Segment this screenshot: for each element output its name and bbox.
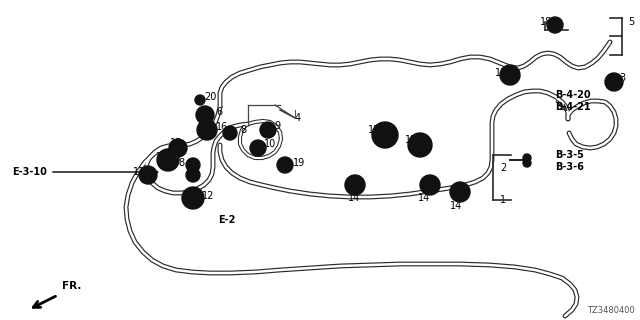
Circle shape: [450, 182, 470, 202]
Text: 2: 2: [500, 163, 506, 173]
Text: 10: 10: [264, 139, 276, 149]
Text: 8: 8: [178, 158, 184, 168]
Text: 18: 18: [540, 17, 552, 27]
Text: 16: 16: [216, 122, 228, 132]
Text: 5: 5: [628, 17, 634, 27]
Text: 14: 14: [348, 193, 360, 203]
Circle shape: [223, 126, 237, 140]
Text: 1: 1: [500, 195, 506, 205]
Circle shape: [523, 159, 531, 167]
Circle shape: [186, 168, 200, 182]
Circle shape: [169, 139, 187, 157]
Text: 15: 15: [368, 125, 380, 135]
Text: B-3-5: B-3-5: [555, 150, 584, 160]
Text: FR.: FR.: [62, 281, 81, 291]
Text: 14: 14: [418, 193, 430, 203]
Text: B-4-20: B-4-20: [555, 90, 591, 100]
Circle shape: [186, 158, 200, 172]
Circle shape: [420, 175, 440, 195]
Circle shape: [197, 120, 217, 140]
Text: 6: 6: [216, 107, 222, 117]
Circle shape: [157, 149, 179, 171]
Text: B-4-21: B-4-21: [555, 102, 591, 112]
Text: 11: 11: [133, 167, 145, 177]
Text: 4: 4: [295, 113, 301, 123]
Text: 19: 19: [293, 158, 305, 168]
Circle shape: [345, 175, 365, 195]
Text: E-3-10: E-3-10: [12, 167, 47, 177]
Text: 3: 3: [619, 73, 625, 83]
Circle shape: [523, 154, 531, 162]
Circle shape: [250, 140, 266, 156]
Circle shape: [260, 122, 276, 138]
Text: B-3-6: B-3-6: [555, 162, 584, 172]
Text: E-2: E-2: [218, 215, 236, 225]
Circle shape: [605, 73, 623, 91]
Circle shape: [408, 133, 432, 157]
Text: 20: 20: [204, 92, 216, 102]
Text: 9: 9: [274, 121, 280, 131]
Circle shape: [182, 187, 204, 209]
Text: 12: 12: [405, 135, 417, 145]
Text: TZ3480400: TZ3480400: [588, 306, 635, 315]
Text: 14: 14: [450, 201, 462, 211]
Circle shape: [277, 157, 293, 173]
Text: 13: 13: [170, 138, 182, 148]
Text: 8: 8: [240, 125, 246, 135]
Circle shape: [196, 106, 214, 124]
Circle shape: [500, 65, 520, 85]
Circle shape: [372, 122, 398, 148]
Text: 12: 12: [202, 191, 214, 201]
Text: 7: 7: [155, 152, 161, 162]
Text: 17: 17: [495, 68, 508, 78]
Circle shape: [139, 166, 157, 184]
Circle shape: [195, 95, 205, 105]
Circle shape: [547, 17, 563, 33]
